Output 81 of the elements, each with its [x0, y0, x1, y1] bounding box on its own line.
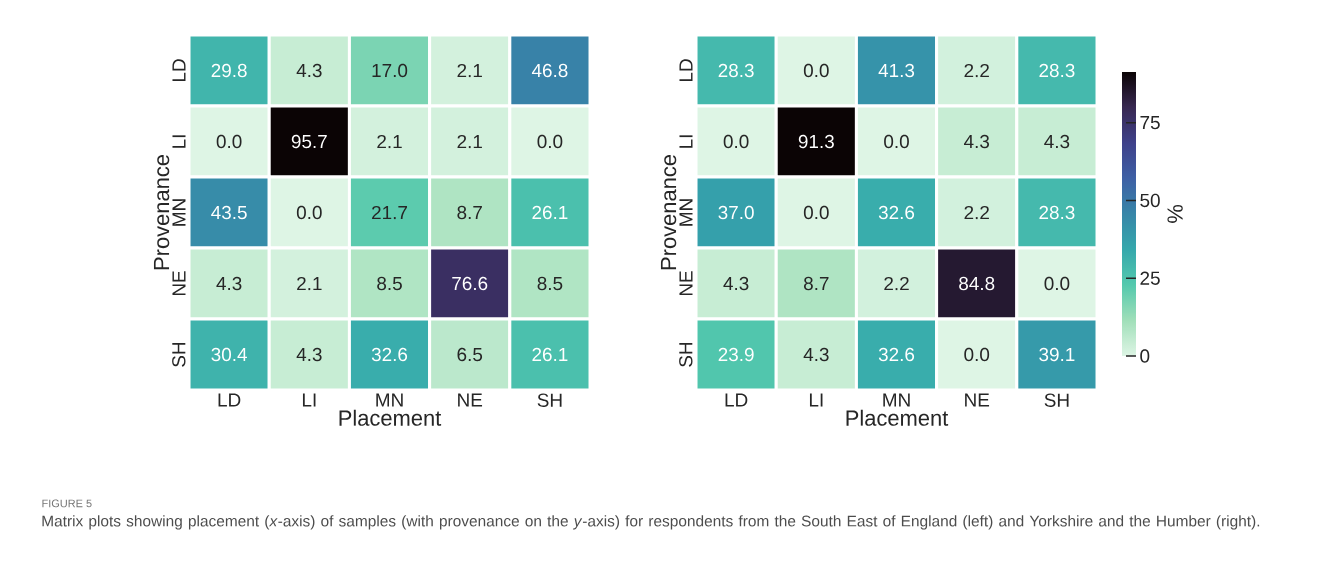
data-label: 0.0: [1044, 276, 1070, 291]
color-bar-label: 50: [1140, 193, 1160, 208]
color-bar-label: 25: [1140, 271, 1160, 285]
data-label: 0.0: [964, 347, 990, 362]
data-label: 8.7: [803, 276, 829, 291]
x-tick-label: LI: [302, 393, 316, 407]
x-tick-label: LI: [809, 393, 823, 407]
x-tick-label: NE: [458, 393, 483, 407]
data-label: 4.3: [723, 276, 749, 291]
data-label: 30.4: [211, 347, 247, 362]
data-label: 46.8: [531, 63, 568, 78]
data-label: 21.7: [372, 205, 407, 220]
color-bar-label: 75: [1140, 116, 1160, 130]
caption: FIGURE 5: [42, 499, 92, 508]
data-label: 28.3: [718, 63, 754, 78]
y-axis-title: Provenance: [660, 154, 677, 270]
data-label: 2.1: [377, 134, 402, 149]
x-axis-title: Placement: [339, 409, 442, 426]
data-label: 26.1: [532, 205, 568, 220]
y-tick-label: MN: [172, 199, 186, 226]
data-label: 37.0: [718, 205, 754, 220]
x-tick-label: LD: [218, 393, 241, 407]
data-label: 0.0: [216, 134, 242, 149]
y-tick-label: LD: [679, 59, 693, 82]
data-label: 29.8: [211, 63, 247, 78]
y-tick-label: SH: [679, 342, 693, 367]
data-label: 2.1: [297, 276, 322, 291]
data-label: 95.7: [291, 134, 327, 149]
text: Matrix plots showing placement (x-axis) of samples (with provenance on the y-axis) for respondents from the South East of England (left) and Yorkshire and the Humber (right).: [42, 515, 1260, 530]
data-label: 23.9: [718, 347, 754, 362]
data-label: 17.0: [372, 63, 408, 78]
y-tick-label: LI: [172, 135, 186, 148]
y-tick-label: LI: [679, 135, 693, 148]
data-label: 0.0: [803, 205, 829, 220]
data-label: 0.0: [723, 134, 749, 149]
data-label: 84.8: [959, 276, 995, 291]
data-label: 4.3: [803, 347, 829, 362]
data-label: 4.3: [216, 276, 242, 291]
data-label: 32.6: [371, 347, 408, 362]
data-label: 0.0: [884, 134, 909, 149]
data-label: 4.3: [296, 347, 322, 362]
data-label: 2.1: [457, 134, 482, 149]
data-label: 2.1: [457, 63, 482, 78]
data-label: 28.3: [1039, 205, 1075, 220]
data-label: 8.5: [537, 276, 563, 291]
data-label: 4.3: [1044, 134, 1070, 149]
y-tick-label: LD: [172, 59, 186, 82]
data-label: 4.3: [964, 134, 990, 149]
y-axis-title: Provenance: [153, 154, 170, 270]
color-bar-title: %: [1167, 205, 1183, 223]
data-label: 26.1: [532, 347, 568, 362]
x-axis-title: Placement: [846, 409, 949, 426]
data-label: 32.6: [878, 205, 915, 220]
x-tick-label: MN: [376, 393, 403, 407]
x-tick-label: NE: [965, 393, 990, 407]
data-label: 28.3: [1039, 63, 1075, 78]
data-label: 0.0: [537, 134, 563, 149]
x-tick-label: MN: [883, 393, 910, 407]
data-label: 41.3: [878, 63, 915, 78]
y-tick-label: SH: [172, 342, 186, 367]
data-label: 6.5: [457, 347, 483, 362]
color-bar-label: 0: [1140, 349, 1150, 363]
data-label: 76.6: [452, 276, 488, 291]
data-label: 8.7: [457, 205, 482, 220]
x-tick-label: SH: [1044, 393, 1069, 407]
y-tick-label: NE: [679, 271, 693, 296]
data-label: 2.2: [884, 276, 909, 291]
data-label: 43.5: [211, 205, 247, 220]
data-label: 0.0: [296, 205, 322, 220]
data-label: 2.2: [964, 63, 989, 78]
data-label: 32.6: [878, 347, 915, 362]
y-tick-label: MN: [679, 199, 693, 226]
data-label: 91.3: [798, 134, 834, 149]
data-label: 2.2: [964, 205, 989, 220]
y-tick-label: NE: [172, 271, 186, 296]
data-label: 39.1: [1039, 347, 1075, 362]
data-label: 8.5: [377, 276, 402, 291]
data-label: 4.3: [296, 63, 322, 78]
data-label: 0.0: [803, 63, 829, 78]
x-tick-label: SH: [537, 393, 562, 407]
x-tick-label: LD: [725, 393, 748, 407]
